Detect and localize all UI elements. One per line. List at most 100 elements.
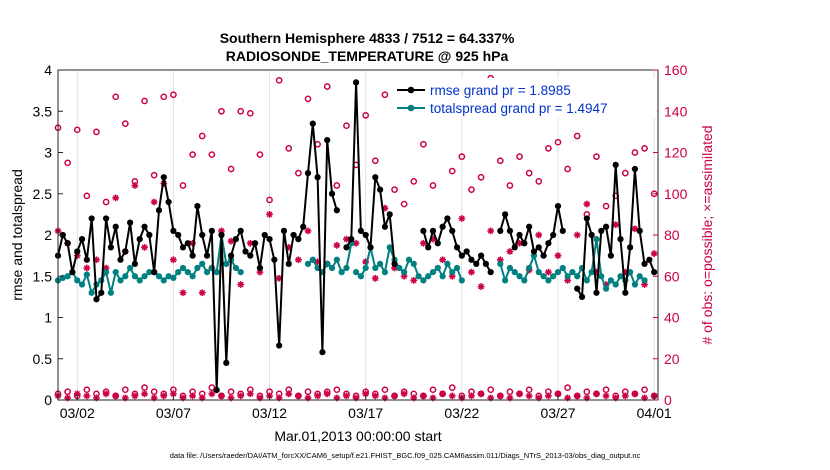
series-point (617, 273, 624, 280)
obs-assimilated-point (256, 268, 264, 276)
obs-assimilated-point (458, 215, 466, 222)
obs-possible-point (487, 386, 495, 394)
obs-assimilated-point (583, 200, 591, 208)
series-point (636, 273, 643, 280)
series-point (218, 231, 225, 239)
series-point (386, 244, 393, 251)
obs-possible-point (121, 386, 129, 394)
series-point (463, 248, 470, 255)
obs-assimilated-point (285, 390, 293, 398)
series-point (550, 273, 557, 280)
series-point (203, 269, 211, 276)
series-point (237, 227, 244, 234)
series-point (391, 260, 398, 267)
obs-assimilated-point (641, 394, 648, 402)
series-point (545, 240, 552, 247)
series-point (122, 248, 129, 255)
obs-assimilated-point (612, 394, 620, 402)
series-point (295, 236, 302, 243)
obs-assimilated-point (391, 264, 398, 272)
y-tick-label: 1 (44, 310, 52, 326)
series-point (602, 285, 610, 292)
series-point (252, 240, 259, 247)
obs-assimilated-point (102, 264, 110, 272)
obs-possible-point (64, 159, 71, 167)
series-point (473, 260, 480, 267)
series-point (112, 269, 119, 276)
series-point (300, 223, 307, 230)
series-point (526, 223, 533, 230)
series-point (261, 231, 268, 239)
obs-possible-point (93, 128, 100, 136)
series-point (194, 203, 201, 210)
series-point (651, 269, 658, 276)
series-point (165, 198, 172, 206)
series-point (343, 264, 350, 272)
series-point (170, 274, 177, 281)
series-point (381, 269, 389, 276)
obs-assimilated-point (64, 394, 72, 402)
series-point (540, 273, 547, 280)
series-point (64, 273, 71, 280)
series-point (102, 269, 110, 276)
series-point (574, 273, 581, 280)
obs-assimilated-point (631, 225, 639, 233)
series-point (348, 236, 355, 243)
series-point (627, 244, 634, 251)
series-point (175, 231, 182, 239)
obs-assimilated-point (429, 235, 437, 243)
series-point (439, 273, 446, 280)
obs-possible-point (160, 93, 168, 101)
series-point (415, 273, 422, 280)
obs-assimilated-point (343, 392, 350, 400)
series-point (602, 223, 610, 230)
obs-possible-point (448, 167, 456, 175)
y2-tick-label: 20 (664, 351, 680, 367)
series-point (324, 260, 331, 267)
x-tick-label: 03/22 (444, 405, 479, 421)
obs-possible-point (102, 198, 110, 206)
series-point (131, 273, 139, 280)
series-point (636, 227, 643, 234)
y-tick-label: 4 (44, 62, 52, 78)
series-point (458, 277, 465, 284)
series-point (304, 170, 312, 177)
obs-assimilated-markers (54, 390, 658, 402)
obs-possible-point (304, 95, 312, 103)
series-point (583, 215, 590, 222)
series-point (367, 244, 374, 251)
series-point (151, 269, 158, 276)
series-point (223, 359, 230, 366)
series-point (535, 269, 542, 276)
series-point (74, 277, 81, 284)
obs-assimilated-point (237, 281, 245, 288)
series-point (607, 252, 614, 259)
obs-assimilated-point (496, 256, 504, 264)
series-point (559, 264, 566, 272)
obs-assimilated-point (304, 394, 312, 402)
series-point (631, 165, 639, 173)
series-point (309, 120, 316, 127)
series-point (362, 264, 369, 272)
obs-assimilated-point (400, 390, 408, 398)
obs-possible-point (641, 145, 648, 152)
obs-assimilated-point (160, 392, 168, 400)
y-tick-label: 3 (44, 145, 52, 161)
series-point (434, 240, 441, 247)
series-point (189, 252, 196, 259)
obs-assimilated-point (189, 392, 197, 400)
series-point (213, 269, 220, 276)
series-point (482, 260, 489, 267)
obs-possible-point (516, 153, 523, 160)
y2-tick-label: 40 (664, 310, 680, 326)
series-point (256, 264, 264, 272)
x-tick-label: 03/12 (252, 405, 287, 421)
series-point (127, 219, 134, 226)
obs-assimilated-point (641, 281, 648, 288)
series-point (184, 240, 191, 247)
y-tick-label: 0 (44, 392, 52, 408)
series-point (453, 264, 461, 272)
obs-assimilated-point (198, 289, 206, 297)
series-point (136, 277, 143, 284)
obs-possible-point (64, 388, 71, 396)
